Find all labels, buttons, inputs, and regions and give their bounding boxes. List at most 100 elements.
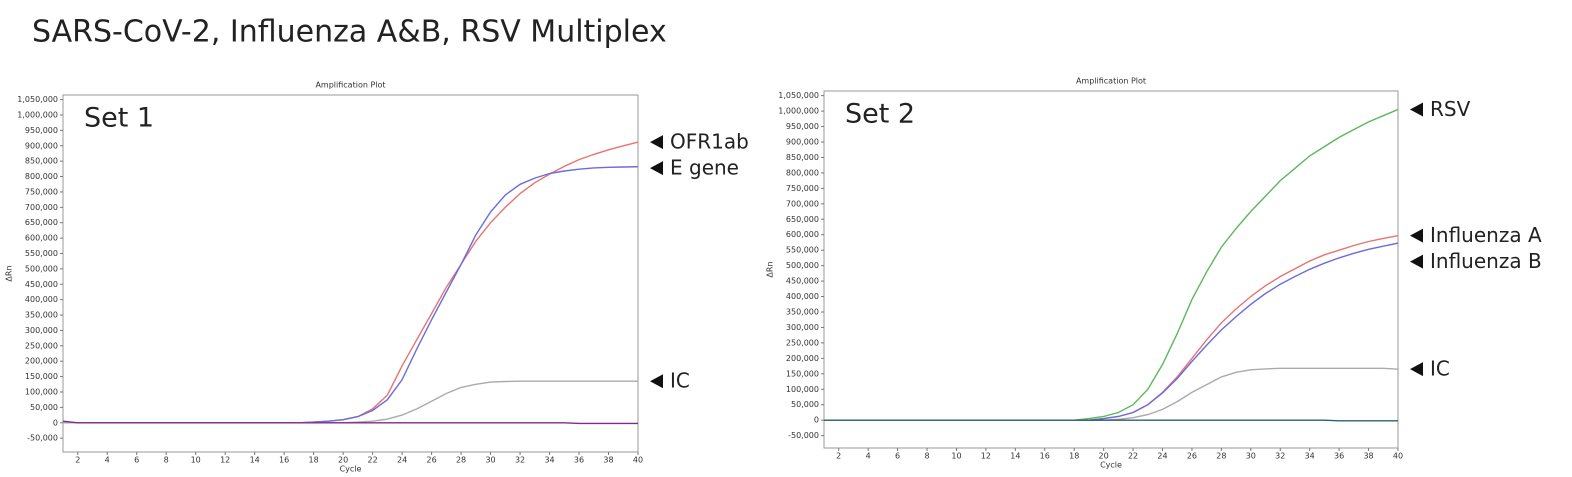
series-label: E gene (670, 156, 739, 180)
y-tick-label: 900,000 (786, 138, 819, 147)
series-label: Influenza A (1430, 223, 1542, 247)
y-tick-label: 950,000 (786, 122, 819, 131)
label-arrow (650, 161, 663, 176)
label-arrow (1410, 254, 1423, 269)
y-tick-label: 400,000 (786, 292, 819, 301)
x-tick-label: 16 (1040, 452, 1050, 461)
chart-title: Amplification Plot (315, 81, 385, 90)
y-tick-label: 500,000 (786, 261, 819, 270)
series-line (62, 420, 638, 425)
y-tick-label: 550,000 (786, 246, 819, 255)
series-label: IC (670, 369, 690, 393)
plot-area (823, 90, 1399, 449)
y-tick-label: 1,000,000 (778, 107, 819, 116)
x-tick-label: 28 (456, 456, 466, 465)
x-tick-label: 32 (1275, 452, 1285, 461)
x-tick-label: 10 (191, 456, 201, 465)
y-tick-label: 0 (53, 418, 58, 427)
x-tick-label: 4 (105, 456, 110, 465)
y-tick-label: 650,000 (25, 218, 58, 227)
x-tick-label: 4 (866, 452, 871, 461)
y-tick-label: 450,000 (786, 277, 819, 286)
y-tick-label: 450,000 (25, 280, 58, 289)
panel-label: Set 2 (845, 99, 915, 130)
x-tick-label: 18 (309, 456, 319, 465)
x-tick-label: 40 (1393, 452, 1403, 461)
y-tick-label: 250,000 (25, 341, 58, 350)
y-tick-label: 650,000 (786, 215, 819, 224)
x-tick-label: 38 (603, 456, 613, 465)
y-tick-label: 100,000 (786, 385, 819, 394)
y-tick-label: 300,000 (25, 326, 58, 335)
y-tick-label: 350,000 (786, 308, 819, 317)
page-title: SARS-CoV-2, Influenza A&B, RSV Multiplex (32, 15, 667, 50)
y-tick-label: 200,000 (25, 357, 58, 366)
x-tick-label: 12 (981, 452, 991, 461)
y-tick-label: 250,000 (786, 338, 819, 347)
x-tick-label: 34 (544, 456, 554, 465)
x-axis-label: Cycle (1100, 461, 1122, 470)
y-tick-label: 850,000 (25, 157, 58, 166)
x-tick-label: 36 (1334, 452, 1344, 461)
x-tick-label: 2 (75, 456, 80, 465)
y-tick-label: 1,000,000 (17, 111, 58, 120)
series-label: RSV (1430, 97, 1471, 121)
x-tick-label: 12 (220, 456, 230, 465)
y-tick-label: 700,000 (786, 199, 819, 208)
y-tick-label: 850,000 (786, 153, 819, 162)
label-arrow (650, 374, 663, 389)
y-axis-label: ΔRn (5, 265, 14, 281)
x-tick-label: 16 (279, 456, 289, 465)
y-tick-label: 750,000 (786, 184, 819, 193)
y-tick-label: 150,000 (25, 372, 58, 381)
x-tick-label: 18 (1069, 452, 1079, 461)
panel-label-box (832, 94, 930, 136)
y-tick-label: 600,000 (25, 234, 58, 243)
x-tick-label: 10 (951, 452, 961, 461)
x-tick-label: 20 (338, 456, 348, 465)
y-tick-label: -50,000 (788, 431, 819, 440)
label-arrow (1410, 362, 1423, 377)
y-tick-label: 1,050,000 (778, 91, 819, 100)
x-tick-label: 30 (1246, 452, 1256, 461)
y-tick-label: 600,000 (786, 230, 819, 239)
x-tick-label: 36 (574, 456, 584, 465)
y-tick-label: 800,000 (786, 168, 819, 177)
y-tick-label: 350,000 (25, 311, 58, 320)
y-tick-label: 900,000 (25, 141, 58, 150)
series-label: Influenza B (1430, 249, 1542, 273)
x-tick-label: 14 (1010, 452, 1020, 461)
y-tick-label: 750,000 (25, 187, 58, 196)
x-tick-label: 34 (1305, 452, 1315, 461)
y-tick-label: -50,000 (27, 434, 58, 443)
y-axis-label: ΔRn (766, 261, 775, 277)
x-tick-label: 20 (1099, 452, 1109, 461)
x-tick-label: 32 (515, 456, 525, 465)
x-tick-label: 24 (1157, 452, 1167, 461)
y-tick-label: 400,000 (25, 295, 58, 304)
y-tick-label: 50,000 (791, 400, 819, 409)
x-tick-label: 2 (836, 452, 841, 461)
series-label: OFR1ab (670, 130, 749, 154)
label-arrow (1410, 102, 1423, 117)
label-arrow (1410, 228, 1423, 243)
x-tick-label: 28 (1216, 452, 1226, 461)
y-tick-label: 150,000 (786, 369, 819, 378)
y-tick-label: 700,000 (25, 203, 58, 212)
y-tick-label: 300,000 (786, 323, 819, 332)
y-tick-label: 200,000 (786, 354, 819, 363)
y-tick-label: 1,050,000 (17, 95, 58, 104)
x-tick-label: 22 (1128, 452, 1138, 461)
panel-label: Set 1 (84, 103, 154, 134)
x-tick-label: 38 (1363, 452, 1373, 461)
x-tick-label: 40 (633, 456, 643, 465)
x-axis-label: Cycle (340, 465, 362, 474)
panel-label-box (71, 98, 169, 140)
y-tick-label: 50,000 (30, 403, 58, 412)
y-tick-label: 500,000 (25, 264, 58, 273)
chart-title: Amplification Plot (1076, 77, 1146, 86)
series-label: IC (1430, 357, 1450, 381)
y-tick-label: 800,000 (25, 172, 58, 181)
y-tick-label: 950,000 (25, 126, 58, 135)
